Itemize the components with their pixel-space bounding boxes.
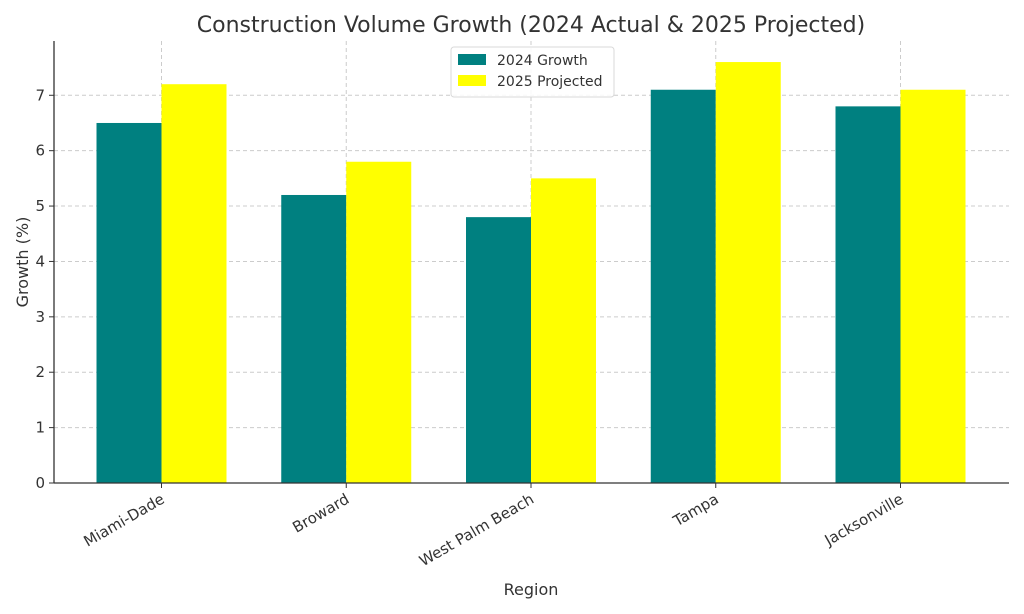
bar-2025-projected-west-palm-beach — [531, 178, 596, 483]
x-tick-label: Tampa — [669, 490, 721, 531]
y-tick-label: 4 — [35, 252, 45, 270]
y-tick-label: 0 — [35, 474, 45, 492]
bars-layer — [96, 62, 966, 484]
bar-2024-growth-jacksonville — [835, 106, 901, 483]
legend-label: 2024 Growth — [497, 53, 588, 69]
bar-2025-projected-broward — [346, 161, 412, 483]
bar-2024-growth-broward — [281, 194, 347, 483]
x-tick-label: West Palm Beach — [416, 490, 537, 570]
y-tick-label: 2 — [35, 363, 45, 381]
y-tick-label: 5 — [35, 197, 45, 215]
legend-label: 2025 Projected — [497, 74, 602, 90]
x-tick-label: Miami-Dade — [81, 490, 168, 551]
legend-swatch — [458, 75, 486, 86]
legend-swatch — [458, 54, 486, 65]
x-tick-label: Broward — [289, 490, 352, 537]
legend: 2024 Growth 2025 Projected — [450, 46, 615, 98]
y-tick-label: 7 — [35, 86, 45, 104]
y-axis-label: Growth (%) — [13, 217, 32, 308]
x-tick-label: Jacksonville — [821, 490, 907, 550]
bar-2024-growth-miami-dade — [96, 122, 162, 483]
x-axis-label: Region — [504, 580, 559, 599]
x-tick-labels: Miami-Dade Broward West Palm Beach Tampa Jac… — [81, 483, 907, 570]
bar-2024-growth-west-palm-beach — [466, 217, 531, 483]
legend-box — [450, 46, 615, 98]
bar-2025-projected-tampa — [715, 62, 781, 484]
y-tick-label: 1 — [35, 419, 45, 437]
bar-2025-projected-jacksonville — [900, 89, 966, 483]
y-tick-labels: 0 1 2 3 4 5 6 7 — [35, 86, 54, 492]
bar-2025-projected-miami-dade — [161, 84, 227, 484]
y-tick-label: 3 — [35, 308, 45, 326]
y-tick-label: 6 — [35, 142, 45, 160]
bar-2024-growth-tampa — [650, 89, 716, 483]
chart-title: Construction Volume Growth (2024 Actual … — [197, 13, 865, 38]
